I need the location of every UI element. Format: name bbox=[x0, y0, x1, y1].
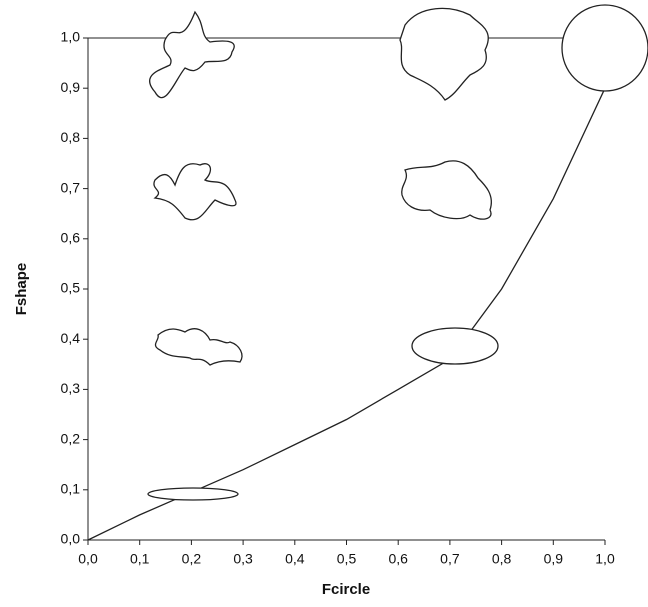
x-tick-label: 0,7 bbox=[440, 551, 460, 567]
y-tick-label: 0,8 bbox=[61, 129, 81, 145]
shape-illustrations bbox=[148, 5, 648, 500]
y-tick-label: 1,0 bbox=[61, 29, 81, 45]
y-tick-label: 0,2 bbox=[61, 430, 81, 446]
x-tick-label: 0,1 bbox=[130, 551, 150, 567]
irregular-shape bbox=[150, 12, 235, 98]
y-axis-title: Fshape bbox=[13, 263, 30, 316]
x-tick-label: 0,9 bbox=[544, 551, 564, 567]
x-tick-label: 0,3 bbox=[233, 551, 253, 567]
y-tick-label: 0,6 bbox=[61, 230, 81, 246]
x-tick-label: 1,0 bbox=[595, 551, 615, 567]
irregular-shape bbox=[400, 8, 488, 100]
y-tick-label: 0,0 bbox=[61, 531, 81, 547]
irregular-shape bbox=[402, 161, 492, 219]
y-tick-label: 0,3 bbox=[61, 380, 81, 396]
y-tick-label: 0,4 bbox=[61, 330, 81, 346]
x-tick-label: 0,6 bbox=[388, 551, 408, 567]
y-tick-label: 0,9 bbox=[61, 79, 81, 95]
y-tick-label: 0,1 bbox=[61, 481, 81, 497]
x-tick-label: 0,5 bbox=[337, 551, 357, 567]
y-tick-label: 0,7 bbox=[61, 179, 81, 195]
y-tick-label: 0,5 bbox=[61, 280, 81, 296]
ellipse-shape bbox=[148, 488, 238, 500]
chart: Fcircle Fshape 0,0 0,1 0,2 0,3 0,4 0,5 0,6 0,7 0… bbox=[0, 0, 648, 607]
irregular-shape bbox=[154, 164, 236, 220]
x-axis-title: Fcircle bbox=[322, 581, 370, 598]
curve bbox=[88, 88, 605, 540]
irregular-shape bbox=[155, 329, 241, 365]
x-tick-label: 0,2 bbox=[182, 551, 202, 567]
x-tick-label: 0,4 bbox=[285, 551, 305, 567]
ellipse-shape bbox=[412, 328, 498, 364]
circle-shape bbox=[562, 5, 648, 91]
x-tick-label: 0,0 bbox=[78, 551, 98, 567]
x-tick-label: 0,8 bbox=[492, 551, 512, 567]
